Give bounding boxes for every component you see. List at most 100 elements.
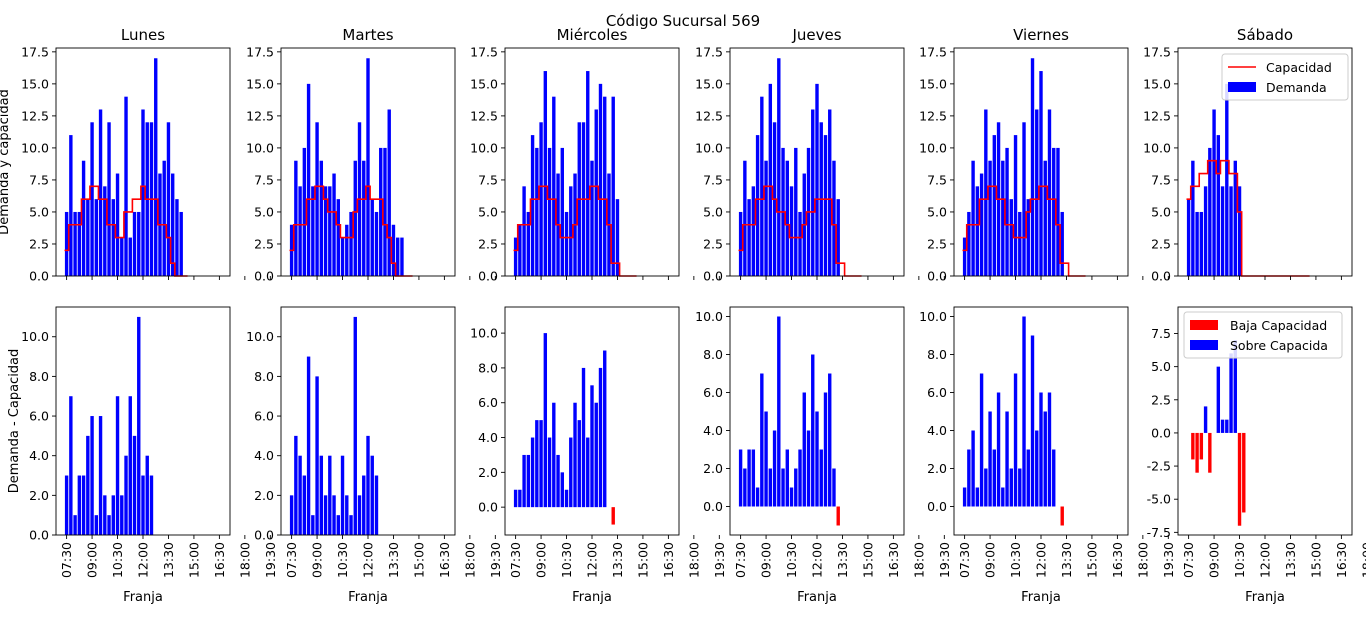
capacity-line-lunes xyxy=(64,185,188,277)
top-panel-jueves: 0.0 2.5 5.0 7.5 10.0 12.5 15.0 17.5 xyxy=(695,44,945,284)
top-bar-viernes xyxy=(1043,160,1047,276)
y-tick-label: 17.5 xyxy=(919,44,947,59)
y-tick-label: 10.0 xyxy=(919,140,947,155)
bottom-bar-viernes xyxy=(988,411,992,507)
y-tick-label: -2.5 xyxy=(1147,459,1171,474)
legend-demand-swatch xyxy=(1228,82,1256,92)
bottom-bar-lunes xyxy=(73,515,77,535)
y-tick-label: 5.0 xyxy=(927,204,947,219)
panel-title-jueves: Jueves xyxy=(791,26,841,44)
bottom-bar-sabado xyxy=(1229,353,1233,433)
y-tick-label: 2.5 xyxy=(927,236,947,251)
x-tick-label: 12:00 xyxy=(361,542,376,578)
bottom-bar-miercoles xyxy=(513,489,518,508)
top-bar-lunes xyxy=(128,237,132,276)
bottom-bar-miercoles xyxy=(603,350,607,508)
y-tick-label: 4.0 xyxy=(29,448,49,463)
top-bar-viernes xyxy=(1026,199,1030,276)
bottom-bar-viernes xyxy=(1009,468,1013,507)
x-tick-label: 13:30 xyxy=(1059,542,1074,578)
top-bar-martes xyxy=(311,186,315,276)
bottom-bar-miercoles xyxy=(569,437,573,508)
y-tick-label: 2.0 xyxy=(703,461,723,476)
y-tick-label: 4.0 xyxy=(478,430,498,445)
bottom-bar-martes xyxy=(306,356,311,535)
x-axis-label-sabado: Franja xyxy=(1245,590,1285,605)
top-bar-martes xyxy=(323,186,328,276)
x-tick-label: 15:00 xyxy=(1308,542,1323,578)
y-tick-label: 12.5 xyxy=(246,108,274,123)
x-tick-label: 18:00 xyxy=(911,542,926,578)
top-bar-sabado xyxy=(1216,135,1221,276)
top-bar-viernes xyxy=(975,186,980,276)
y-tick-label: 8.0 xyxy=(927,347,947,362)
bottom-bar-martes xyxy=(349,515,353,535)
bottom-bar-viernes xyxy=(1013,373,1018,507)
top-bar-viernes xyxy=(1001,160,1005,276)
x-axis-label-jueves: Franja xyxy=(797,590,837,605)
top-bar-viernes xyxy=(1013,135,1018,276)
x-tick-label: 12:00 xyxy=(810,542,825,578)
bottom-bar-miercoles xyxy=(581,367,586,508)
y-tick-label: 12.5 xyxy=(21,108,49,123)
bottom-bar-martes xyxy=(319,455,324,535)
bottom-bar-martes xyxy=(336,515,340,535)
bottom-bar-jueves xyxy=(743,468,747,507)
bottom-bar-viernes xyxy=(1018,468,1022,507)
top-bar-lunes xyxy=(171,173,175,276)
bottom-bar-viernes xyxy=(1043,411,1047,507)
x-tick-label: 16:30 xyxy=(661,542,676,578)
top-bar-jueves xyxy=(823,135,828,276)
x-tick-label: 16:30 xyxy=(886,542,901,578)
bottom-bar-miercoles xyxy=(552,402,556,508)
top-bar-sabado xyxy=(1233,160,1237,276)
top-panel-viernes: 0.0 2.5 5.0 7.5 10.0 12.5 15.0 17.5 xyxy=(919,44,1169,284)
bottom-bar-martes xyxy=(302,475,307,535)
x-tick-label: 15:00 xyxy=(411,542,426,578)
top-bar-martes xyxy=(332,173,336,276)
bottom-bar-sabado xyxy=(1242,432,1246,513)
top-bar-viernes xyxy=(992,135,997,276)
bottom-panel-miercoles: 0.0 2.0 4.0 6.0 8.0 10.0 07:30 09:00 10:30 12:00 1… xyxy=(470,306,727,605)
y-tick-label: 8.0 xyxy=(478,360,498,375)
top-bar-sabado xyxy=(1212,109,1216,276)
top-bar-jueves xyxy=(747,199,751,276)
y-tick-label: 17.5 xyxy=(21,44,49,59)
y-tick-label: 2.5 xyxy=(1151,236,1171,251)
bottom-bar-viernes xyxy=(1035,430,1039,507)
bottom-bar-lunes xyxy=(145,455,149,535)
bottom-panel-sabado: -7.5 -5.0 -2.5 0.0 2.5 5.0 7.5 07:30 09:00 10:30 1… xyxy=(1147,306,1366,605)
figure-suptitle: Código Sucursal 569 xyxy=(606,12,760,30)
y-tick-label: 4.0 xyxy=(254,448,274,463)
y-tick-label: 2.5 xyxy=(254,236,274,251)
top-bar-viernes xyxy=(1060,211,1064,276)
x-tick-label: 07:30 xyxy=(733,542,748,578)
top-panel-sabado: 0.0 2.5 5.0 7.5 10.0 12.5 15.0 17.5 xyxy=(1143,44,1353,284)
top-bar-martes xyxy=(374,211,379,276)
y-tick-label: 10.0 xyxy=(919,309,947,324)
top-bar-lunes xyxy=(69,135,73,276)
top-bar-sabado xyxy=(1203,186,1208,276)
top-bar-viernes xyxy=(1052,147,1056,276)
y-tick-label: 0.0 xyxy=(29,269,49,284)
y-tick-label: -7.5 xyxy=(1147,525,1171,540)
bottom-bar-martes xyxy=(328,455,332,535)
top-bar-viernes xyxy=(1039,71,1043,276)
y-tick-label: 10.0 xyxy=(470,326,498,341)
top-bar-lunes xyxy=(115,173,120,276)
x-tick-label: 10:30 xyxy=(1008,542,1023,578)
top-bar-viernes xyxy=(971,160,975,276)
bottom-bar-jueves xyxy=(777,316,781,507)
bottom-bar-martes xyxy=(323,495,328,535)
top-bar-martes xyxy=(345,224,349,276)
x-tick-label: 13:30 xyxy=(1283,542,1298,578)
top-bar-miercoles xyxy=(539,122,543,276)
top-bar-lunes xyxy=(166,122,171,276)
bottom-bar-martes xyxy=(345,495,349,535)
bottom-bar-martes xyxy=(332,495,336,535)
bottom-bar-viernes xyxy=(1060,506,1064,526)
bottom-bar-martes xyxy=(315,376,319,535)
y-tick-label: 4.0 xyxy=(703,423,723,438)
bottom-bar-lunes xyxy=(94,515,99,535)
top-bar-miercoles xyxy=(611,96,615,276)
